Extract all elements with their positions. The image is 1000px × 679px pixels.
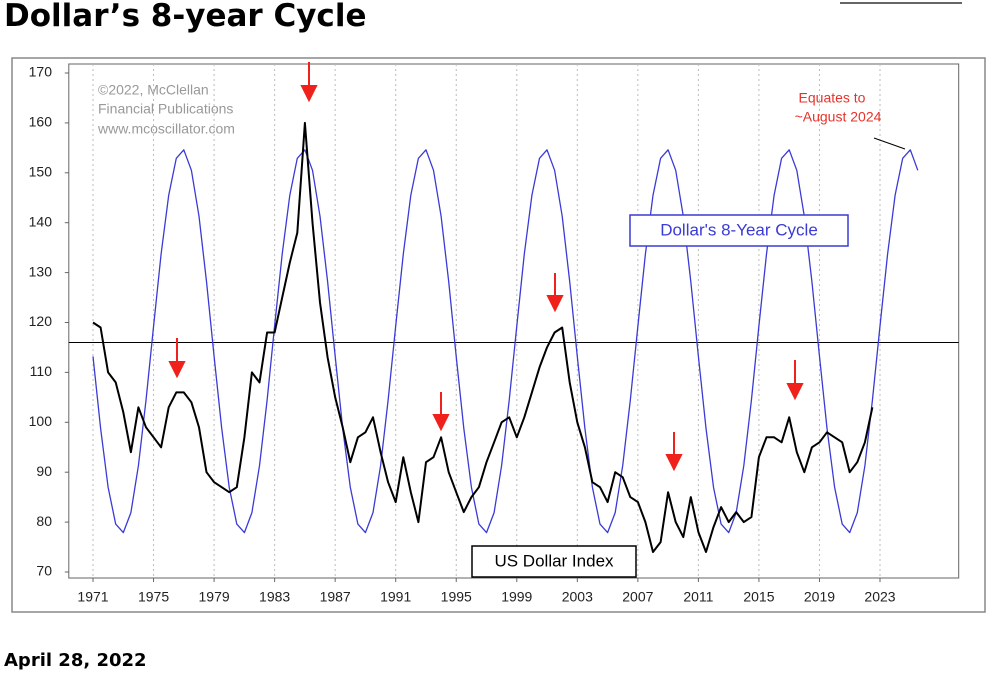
x-tick-label: 1979 (199, 589, 230, 605)
x-tick-label: 2023 (864, 589, 895, 605)
chart: 1971 1975 1979 1983 1987 1991 1995 1999 2003 2007… (11, 2, 986, 613)
y-tick-label: 100 (29, 413, 53, 429)
index-label-box (471, 545, 637, 578)
arrows (168, 62, 804, 472)
plot-area (68, 63, 960, 579)
x-tick-label: 2011 (683, 589, 713, 605)
x-tick-label: 1983 (259, 589, 290, 605)
y-tick-label: 170 (29, 64, 53, 80)
index-label: US Dollar Index (494, 551, 614, 570)
cycle-label: Dollar's 8-Year Cycle (660, 220, 818, 239)
x-tick-label: 1971 (77, 589, 108, 605)
cycle-label-box (629, 214, 849, 247)
x-tick-label: 2003 (562, 589, 593, 605)
series-line (92, 149, 919, 534)
y-tick-label: 110 (30, 363, 53, 379)
page-title: Dollar’s 8-year Cycle (4, 0, 367, 34)
plot-layer: 1971 1975 1979 1983 1987 1991 1995 1999 2003 2007… (29, 63, 960, 605)
y-tick-label: 130 (29, 263, 53, 279)
arrow-head (786, 383, 804, 401)
y-tick-label: 160 (29, 114, 53, 130)
credit: www.mcoscillator.com (97, 121, 235, 137)
arrow-head (168, 361, 186, 379)
note: Equates to (799, 90, 866, 106)
date: April 28, 2022 (4, 650, 147, 671)
x-tick-label: 2007 (622, 589, 653, 605)
credit: ©2022, McClellan (98, 82, 209, 98)
x-tick-label: 1987 (320, 589, 351, 605)
x-tick-label: 1999 (501, 589, 532, 605)
x-tick-label: 1975 (138, 589, 169, 605)
credit: Financial Publications (98, 101, 233, 117)
arrow-head (546, 295, 564, 313)
y-tick-label: 80 (36, 513, 52, 529)
x-tick-label: 1995 (441, 589, 472, 605)
x-tick-label: 1991 (380, 589, 411, 605)
series-line (92, 121, 874, 553)
overlay: ©2022, McClellan Financial Publications … (97, 62, 906, 578)
y-tick-label: 120 (29, 313, 53, 329)
note-pointer (873, 137, 906, 150)
arrow-head (300, 85, 318, 103)
arrow-head (665, 454, 683, 472)
x-tick-label: 2015 (743, 589, 774, 605)
y-tick-label: 70 (36, 563, 52, 579)
note: ~August 2024 (795, 109, 882, 125)
x-tick-label: 2019 (804, 589, 835, 605)
arrow-head (432, 414, 450, 432)
y-tick-label: 140 (29, 213, 53, 229)
y-tick-label: 150 (29, 164, 53, 180)
y-tick-label: 90 (36, 463, 52, 479)
